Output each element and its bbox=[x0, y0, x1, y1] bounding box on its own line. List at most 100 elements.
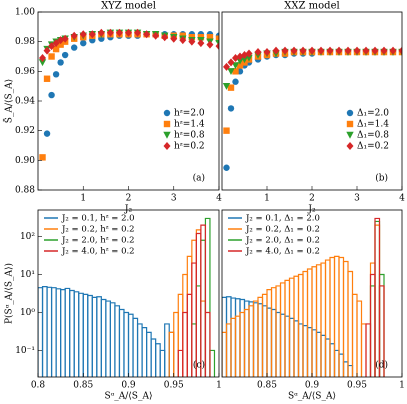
point bbox=[227, 58, 235, 67]
histogram-bin bbox=[288, 277, 295, 377]
x-tick-label: 0.95 bbox=[347, 381, 367, 391]
point bbox=[179, 36, 187, 45]
point bbox=[215, 39, 219, 47]
histogram-bin bbox=[105, 300, 111, 377]
legend-label: Δ₁=2.0 bbox=[357, 109, 389, 119]
point bbox=[170, 34, 178, 43]
histogram-bin bbox=[222, 331, 228, 377]
point bbox=[48, 91, 55, 99]
histogram-bin bbox=[270, 287, 277, 377]
point bbox=[38, 59, 47, 67]
point bbox=[389, 46, 397, 55]
histogram-bin bbox=[351, 293, 358, 377]
point bbox=[245, 49, 253, 58]
point bbox=[206, 34, 214, 41]
legend-label: J₂ = 4.0, Δ₁ = 0.2 bbox=[245, 247, 320, 257]
histogram-bin bbox=[338, 353, 345, 377]
histogram-bin bbox=[234, 315, 241, 377]
point bbox=[163, 120, 171, 128]
histogram-bin bbox=[243, 308, 250, 377]
point bbox=[290, 46, 298, 55]
point bbox=[152, 31, 160, 40]
histogram-bin bbox=[38, 287, 44, 377]
point bbox=[223, 127, 230, 134]
legend-label: hᶻ=1.4 bbox=[174, 120, 205, 130]
histogram-bin bbox=[204, 217, 211, 377]
point bbox=[299, 46, 307, 55]
point bbox=[308, 46, 316, 55]
point bbox=[223, 62, 230, 71]
histogram-bin bbox=[87, 294, 93, 377]
point bbox=[317, 46, 325, 55]
histogram-bin bbox=[168, 331, 175, 377]
point bbox=[163, 109, 171, 117]
plot-area bbox=[38, 217, 216, 377]
legend-label: Δ₁=1.4 bbox=[357, 120, 389, 130]
point bbox=[161, 33, 169, 42]
histogram-bin bbox=[168, 331, 175, 377]
histogram-bin bbox=[374, 217, 381, 377]
panel-label: (a) bbox=[193, 173, 205, 184]
histogram-bin bbox=[191, 239, 197, 377]
histogram-bin bbox=[302, 270, 309, 377]
point bbox=[206, 40, 214, 49]
histogram-bin bbox=[374, 220, 381, 377]
histogram-bin bbox=[109, 302, 116, 377]
y-tick-label: 1.00 bbox=[15, 8, 35, 18]
histogram-bin bbox=[275, 311, 282, 377]
histogram-bin bbox=[243, 300, 250, 377]
point bbox=[346, 109, 354, 117]
point bbox=[163, 142, 171, 150]
legend-label: Δ₁=0.2 bbox=[357, 142, 389, 152]
histogram-bin bbox=[288, 317, 295, 377]
x-tick-label: 4 bbox=[399, 194, 405, 204]
histogram-bin bbox=[46, 286, 53, 377]
point bbox=[232, 78, 239, 85]
histogram-bin bbox=[204, 311, 211, 377]
histogram-bin bbox=[261, 293, 268, 377]
x-axis-label: J₂ bbox=[124, 205, 133, 215]
histogram-bin bbox=[302, 325, 309, 377]
point bbox=[222, 82, 231, 90]
legend-label: J₂ = 0.1, hᶻ = 2.0 bbox=[61, 214, 135, 224]
point bbox=[57, 41, 64, 48]
point bbox=[197, 39, 205, 48]
legend-label: J₂ = 2.0, hᶻ = 0.2 bbox=[61, 236, 135, 246]
histogram-bin bbox=[261, 305, 268, 377]
histogram-bin bbox=[360, 323, 367, 377]
x-tick-label: 3 bbox=[171, 194, 177, 204]
y-tick-label: 10² bbox=[20, 232, 35, 242]
plot-frame bbox=[221, 209, 403, 378]
point bbox=[344, 46, 352, 55]
histogram-bin bbox=[182, 311, 188, 377]
point bbox=[227, 68, 235, 76]
histogram-bin bbox=[230, 297, 237, 377]
panel: 1 2 3 4 XXZ model J₂ (b) Δ₁=2.0Δ₁=1.4Δ₁=0.8Δ₁=0… bbox=[221, 1, 405, 215]
histogram-bin bbox=[96, 296, 102, 377]
histogram-bin bbox=[177, 349, 184, 377]
point bbox=[326, 46, 334, 55]
x-tick-label: 0.85 bbox=[257, 381, 277, 391]
point bbox=[335, 46, 343, 55]
histogram-bin bbox=[155, 343, 161, 377]
x-tick-label: 0.9 bbox=[121, 381, 136, 391]
y-axis-label: P(Sᵅ_A/⟨S_A⟩) bbox=[4, 263, 15, 324]
plot-area bbox=[222, 217, 385, 377]
point bbox=[43, 75, 51, 82]
histogram-bin bbox=[311, 329, 318, 377]
legend-label: J₂ = 2.0, Δ₁ = 0.2 bbox=[245, 236, 320, 246]
y-tick-label: 0.96 bbox=[15, 67, 35, 77]
legend-label: J₂ = 0.2, Δ₁ = 0.2 bbox=[245, 225, 320, 235]
histogram-bin bbox=[82, 293, 89, 377]
histogram-bin bbox=[257, 296, 264, 377]
point bbox=[39, 53, 47, 62]
point bbox=[115, 28, 123, 37]
point bbox=[48, 42, 56, 51]
point bbox=[371, 46, 379, 55]
histogram-bin bbox=[347, 270, 354, 377]
histogram-bin bbox=[342, 260, 349, 377]
histogram-bin bbox=[209, 349, 216, 377]
histogram-bin bbox=[118, 308, 125, 377]
histogram-bin bbox=[315, 264, 322, 377]
